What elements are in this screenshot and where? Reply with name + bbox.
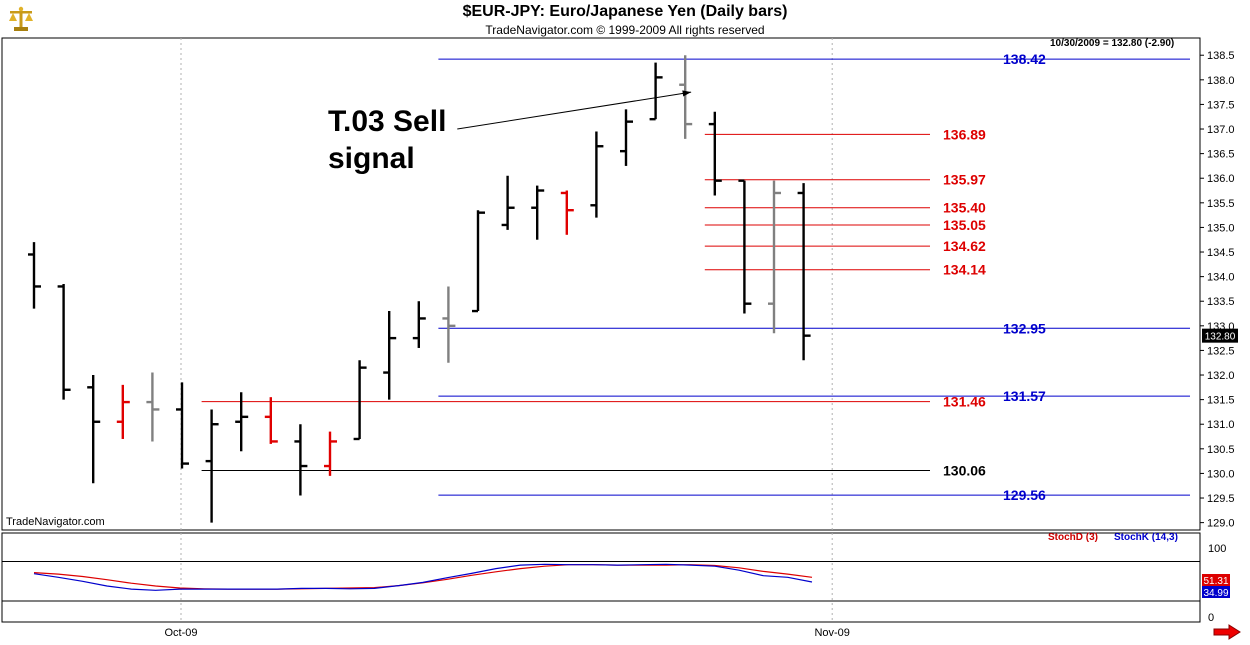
ohlc-bar — [797, 183, 811, 361]
level-label: 130.06 — [943, 462, 986, 478]
y-tick-label: 130.5 — [1207, 444, 1235, 456]
y-tick-label: 132.0 — [1207, 370, 1235, 382]
ohlc-bar — [679, 55, 693, 139]
ohlc-bar — [264, 397, 278, 444]
scales-icon[interactable] — [6, 5, 36, 35]
annotation-arrow-shaft — [457, 91, 692, 130]
level-label: 134.62 — [943, 238, 986, 254]
stoch-tick-label: 100 — [1208, 543, 1226, 555]
stochd-legend: StochD (3) — [1048, 532, 1098, 543]
ohlc-bar — [501, 175, 515, 230]
y-tick-label: 135.5 — [1207, 198, 1235, 210]
level-label: 134.14 — [943, 262, 986, 278]
y-tick-label: 137.5 — [1207, 99, 1235, 111]
last-quote: 10/30/2009 = 132.80 (-2.90) — [1050, 38, 1175, 49]
ohlc-bar — [738, 179, 752, 314]
y-tick-label: 136.0 — [1207, 173, 1235, 185]
y-tick-label: 138.5 — [1207, 50, 1235, 62]
stoch-value-badge — [1202, 574, 1230, 586]
y-tick-label: 134.0 — [1207, 272, 1235, 284]
ohlc-bar — [383, 311, 397, 400]
ohlc-bar — [708, 111, 722, 196]
ohlc-bar — [649, 62, 663, 121]
level-label: 135.97 — [943, 172, 986, 188]
ohlc-bar — [560, 190, 574, 235]
copyright-text: TradeNavigator.com © 1999-2009 All right… — [485, 23, 765, 37]
stoch-series-line — [33, 564, 813, 590]
red-arrow-right-icon[interactable] — [1213, 624, 1241, 640]
stoch-panel-frame — [1, 532, 1201, 623]
stoch-tick-label: 0 — [1208, 612, 1214, 624]
y-tick-label: 132.5 — [1207, 345, 1235, 357]
ohlc-bar — [412, 301, 426, 348]
sell-signal-annotation: T.03 Sell signal — [328, 103, 446, 177]
stoch-series-line — [33, 563, 813, 591]
y-tick-label: 129.0 — [1207, 518, 1235, 530]
stoch-value-badge — [1202, 586, 1230, 598]
level-label: 129.56 — [1003, 487, 1046, 503]
x-tick-label: Oct-09 — [164, 627, 197, 639]
y-tick-label: 136.5 — [1207, 149, 1235, 161]
y-tick-label: 133.5 — [1207, 296, 1235, 308]
level-label: 132.95 — [1003, 320, 1046, 336]
ohlc-bar — [620, 109, 633, 166]
level-label: 131.57 — [1003, 388, 1046, 404]
y-tick-label: 135.0 — [1207, 222, 1235, 234]
ohlc-bar — [590, 131, 604, 218]
level-label: 138.42 — [1003, 51, 1046, 67]
chart-title: $EUR-JPY: Euro/Japanese Yen (Daily bars) — [462, 3, 788, 20]
price-panel-frame — [1, 37, 1201, 531]
stoch-value-label: 34.99 — [1203, 588, 1228, 599]
y-tick-label: 137.0 — [1207, 124, 1235, 136]
ohlc-bar — [235, 392, 249, 452]
ohlc-bar — [768, 180, 781, 334]
y-tick-label: 131.5 — [1207, 395, 1235, 407]
last-price-badge — [1202, 328, 1238, 343]
ohlc-bar — [531, 185, 545, 240]
annotation-line-1: T.03 Sell — [328, 105, 447, 138]
level-label: 135.40 — [943, 200, 986, 216]
ohlc-bar — [116, 384, 130, 439]
y-tick-label: 129.5 — [1207, 493, 1235, 505]
ohlc-bar — [57, 284, 71, 400]
stoch-value-label: 51.31 — [1203, 576, 1228, 587]
annotation-line-2: signal — [328, 142, 415, 175]
ohlc-bar — [146, 372, 160, 442]
level-label: 136.89 — [943, 126, 986, 142]
level-label: 135.05 — [943, 217, 986, 233]
ohlc-bar — [87, 375, 101, 484]
x-tick-label: Nov-09 — [814, 627, 849, 639]
brand-label: TradeNavigator.com — [6, 516, 105, 528]
level-label: 131.46 — [943, 394, 986, 410]
ohlc-bar — [28, 242, 41, 309]
stochk-legend: StochK (14,3) — [1114, 532, 1178, 543]
ohlc-bar — [353, 360, 367, 441]
last-price-label: 132.80 — [1205, 332, 1236, 343]
ohlc-bar — [324, 431, 337, 476]
ohlc-bar — [472, 210, 485, 313]
y-tick-label: 131.0 — [1207, 419, 1235, 431]
y-tick-label: 138.0 — [1207, 75, 1235, 87]
ohlc-bar — [205, 409, 219, 523]
ohlc-bar — [294, 424, 308, 496]
y-tick-label: 134.5 — [1207, 247, 1235, 259]
ohlc-bar — [176, 382, 189, 469]
ohlc-bar — [442, 286, 456, 363]
y-tick-label: 130.0 — [1207, 468, 1235, 480]
annotation-arrow-head — [682, 90, 692, 97]
